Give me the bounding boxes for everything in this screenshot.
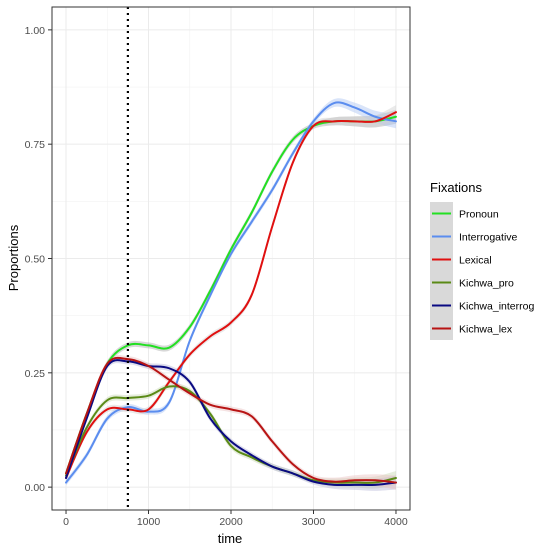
- legend-label-lexical: Lexical: [459, 255, 492, 267]
- x-tick-label: 3000: [302, 516, 326, 528]
- band-kichwa-pro: [66, 383, 396, 489]
- legend-label-kichwa-pro: Kichwa_pro: [459, 278, 514, 290]
- x-tick-label: 0: [63, 516, 69, 528]
- legend-label-interrogative: Interrogative: [459, 232, 518, 244]
- series-line-kichwa-pro: [65, 385, 397, 484]
- y-tick-label: 0.50: [25, 254, 46, 266]
- x-tick-label: 4000: [384, 516, 408, 528]
- legend-label-kichwa-interrog: Kichwa_interrog: [459, 301, 534, 313]
- band-kichwa-lex: [66, 354, 396, 490]
- series-line-lexical: [65, 111, 397, 479]
- y-tick-label: 1.00: [25, 25, 46, 37]
- confidence-bands: [66, 98, 396, 491]
- y-axis-ticks: 0.00 0.25 0.50 0.75 1.00: [25, 25, 52, 494]
- legend-label-pronoun: Pronoun: [459, 209, 499, 221]
- y-tick-label: 0.00: [25, 482, 46, 494]
- series-line-kichwa-lex: [65, 356, 397, 484]
- y-tick-label: 0.25: [25, 368, 46, 380]
- y-tick-label: 0.75: [25, 139, 46, 151]
- series-lines: [65, 101, 397, 487]
- x-tick-label: 1000: [137, 516, 161, 528]
- y-axis-title: Proportions: [6, 224, 21, 291]
- x-axis-ticks: 0 1000 2000 3000 4000: [63, 510, 408, 528]
- grid-lines: [52, 7, 410, 510]
- legend: Fixations Pronoun Interrogative Lexical Kic…: [430, 180, 534, 340]
- x-tick-label: 2000: [219, 516, 243, 528]
- legend-title: Fixations: [430, 180, 483, 195]
- series-line-kichwa-interrog: [65, 359, 397, 487]
- x-axis-title: time: [218, 531, 243, 546]
- legend-label-kichwa-lex: Kichwa_lex: [459, 324, 513, 336]
